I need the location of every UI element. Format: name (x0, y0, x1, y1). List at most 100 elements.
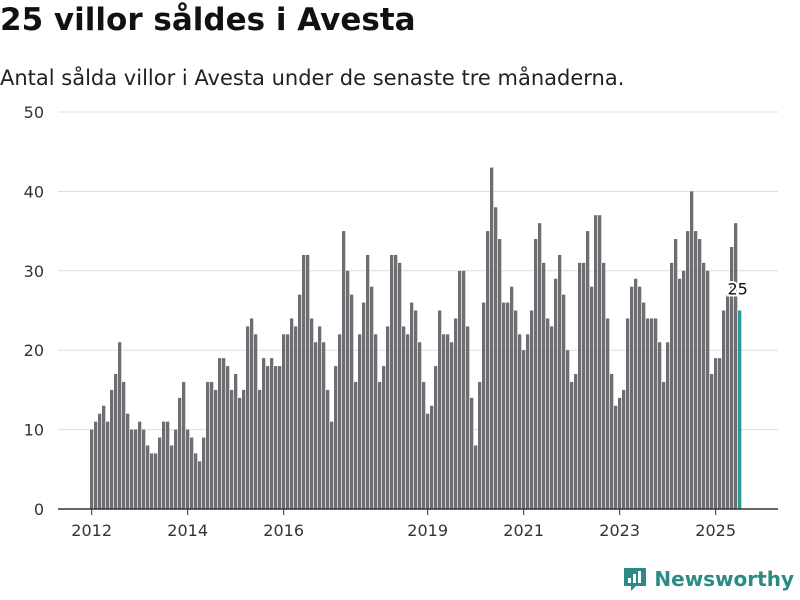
bar (422, 381, 426, 509)
bar (238, 397, 242, 509)
bar (602, 262, 606, 509)
bar (226, 366, 230, 509)
x-tick-label: 2023 (599, 521, 640, 540)
bar (582, 262, 586, 509)
x-axis: 2012 2014 2016 2019 2021 2023 2025 (58, 508, 778, 540)
bar (518, 334, 522, 509)
x-tick-label: 2016 (263, 521, 304, 540)
bars (90, 167, 742, 510)
bar (470, 397, 474, 509)
bar (474, 445, 478, 509)
bar (170, 445, 174, 509)
bar (314, 342, 318, 509)
bar (514, 310, 518, 509)
x-tick-label: 2021 (503, 521, 544, 540)
bar (406, 334, 410, 509)
bar (650, 318, 654, 509)
bar (434, 366, 438, 509)
bar (526, 334, 530, 509)
bar (358, 334, 362, 509)
bar (362, 302, 366, 509)
bar (118, 342, 122, 509)
bar (178, 397, 182, 509)
bar (510, 286, 514, 509)
bar (102, 405, 106, 509)
bar (390, 254, 394, 509)
bar (366, 254, 370, 509)
brand-name: Newsworthy (654, 567, 794, 591)
bar (674, 239, 678, 510)
bar (654, 318, 658, 509)
bar (134, 429, 138, 509)
bar (158, 437, 162, 509)
bar (334, 366, 338, 509)
bar (194, 453, 198, 509)
bar (666, 342, 670, 509)
bar (446, 334, 450, 509)
bar (386, 326, 390, 509)
bar (578, 262, 582, 509)
bar (534, 239, 538, 510)
bar (570, 381, 574, 509)
bar (590, 286, 594, 509)
bar (206, 381, 210, 509)
bar (682, 270, 686, 509)
bar (346, 270, 350, 509)
bar (98, 413, 102, 509)
bar (662, 381, 666, 509)
bar (150, 453, 154, 509)
bar (318, 326, 322, 509)
bar (714, 358, 718, 509)
bar (290, 318, 294, 509)
bar (546, 318, 550, 509)
bar (642, 302, 646, 509)
bar (122, 381, 126, 509)
bar (486, 231, 490, 509)
bar (162, 421, 166, 509)
bar (374, 334, 378, 509)
bar (598, 215, 602, 509)
bar (426, 413, 430, 509)
bar (394, 254, 398, 509)
bar (454, 318, 458, 509)
bar (678, 278, 682, 509)
chart-title: 25 villor såldes i Avesta (0, 2, 416, 38)
bar (410, 302, 414, 509)
bar (302, 254, 306, 509)
bar (462, 270, 466, 509)
bar (458, 270, 462, 509)
bar (530, 310, 534, 509)
bar (294, 326, 298, 509)
bar (298, 294, 302, 509)
bar (418, 342, 422, 509)
bar-chart: 0 10 20 30 40 50 2012 2014 2016 2019 2021 2023 2025… (24, 103, 778, 540)
y-axis: 0 10 20 30 40 50 (24, 103, 44, 519)
bar (94, 421, 98, 509)
bar (562, 294, 566, 509)
brand-logo: Newsworthy (622, 564, 794, 594)
bar (450, 342, 454, 509)
bar (626, 318, 630, 509)
bar (694, 231, 698, 509)
bar (342, 231, 346, 509)
bar (274, 366, 278, 509)
bar (146, 445, 150, 509)
data-label: 25 (727, 280, 747, 299)
bar (186, 429, 190, 509)
bar (710, 374, 714, 509)
annotations: 25 (725, 278, 749, 301)
bar (306, 254, 310, 509)
bar (574, 374, 578, 509)
bar (338, 334, 342, 509)
bar (718, 358, 722, 509)
x-tick-label: 2012 (71, 521, 112, 540)
bar (382, 366, 386, 509)
x-tick-label: 2019 (407, 521, 448, 540)
y-tick-label: 50 (24, 103, 44, 122)
bar (658, 342, 662, 509)
bar (266, 366, 270, 509)
bar (174, 429, 178, 509)
bar (686, 231, 690, 509)
newsworthy-logo-icon (624, 568, 647, 591)
bar (638, 286, 642, 509)
